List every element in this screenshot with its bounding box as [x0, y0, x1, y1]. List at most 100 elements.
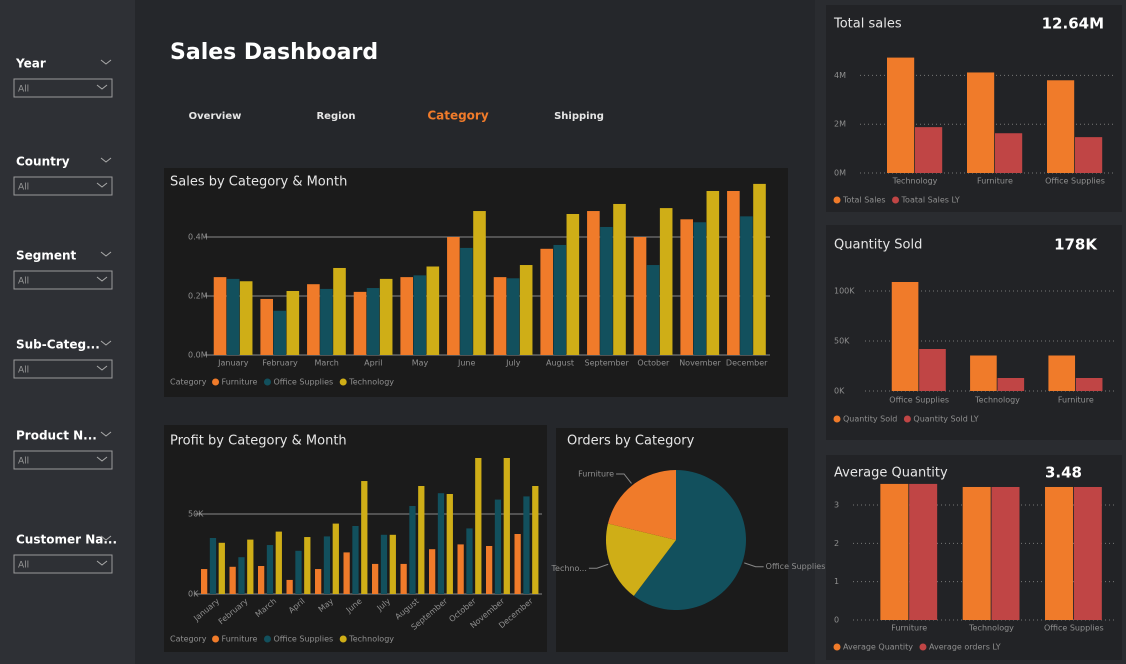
bar [887, 57, 915, 174]
filter-dropdown[interactable] [13, 450, 113, 470]
legend-label: Technology [348, 378, 394, 387]
bar [361, 481, 368, 594]
bar [613, 203, 626, 355]
bar [371, 563, 379, 594]
bar [493, 277, 507, 355]
legend-swatch [892, 196, 900, 204]
bar [1045, 486, 1074, 620]
x-tick-label: July [505, 359, 521, 368]
legend-label: Quantity Sold LY [913, 415, 978, 424]
bar [967, 72, 995, 173]
chevron [100, 340, 112, 346]
bar [273, 310, 287, 355]
filter-dropdown[interactable] [13, 359, 113, 379]
y-tick-label: 0 [834, 616, 839, 625]
x-tick-label: Furniture [977, 177, 1013, 186]
bar [706, 190, 720, 355]
bar [239, 281, 253, 355]
bar [566, 213, 580, 355]
tab[interactable]: Shipping [554, 111, 604, 122]
legend-swatch [339, 378, 347, 386]
tab-active[interactable]: Category [427, 109, 489, 123]
y-tick-label: 2M [834, 120, 846, 129]
chart-title: Profit by Category & Month [170, 434, 347, 449]
bar [997, 378, 1025, 391]
legend-swatch [212, 378, 220, 386]
bar [353, 291, 367, 355]
bar [320, 288, 333, 355]
bar [475, 458, 482, 594]
chart-title: Quantity Sold [834, 238, 922, 253]
chevron [100, 157, 112, 163]
bar [257, 566, 265, 594]
chevron [96, 276, 108, 282]
bar [891, 282, 919, 391]
legend-label: Average orders LY [929, 643, 1001, 652]
bar [409, 506, 416, 594]
bar [213, 277, 227, 355]
filter-dropdown[interactable] [13, 270, 113, 290]
legend-label: Technology [348, 635, 394, 644]
pie-label: Techno... [551, 564, 587, 573]
y-tick-label: 2 [834, 539, 839, 548]
chart-title: Sales by Category & Month [170, 175, 347, 190]
legend-label: Furniture [222, 635, 258, 644]
bar [428, 549, 436, 594]
bar [1075, 137, 1103, 173]
bar [266, 545, 274, 594]
legend-swatch [919, 643, 927, 651]
x-tick-label: December [726, 359, 768, 368]
legend-label: Office Supplies [273, 635, 333, 644]
bar [247, 539, 254, 594]
chevron [96, 560, 108, 566]
tab[interactable]: Overview [189, 111, 242, 122]
legend-swatch [212, 635, 220, 643]
legend-swatch [339, 635, 347, 643]
filter-value: All [18, 85, 29, 95]
bar [503, 458, 510, 594]
filter-dropdown[interactable] [13, 554, 113, 574]
x-tick-label: January [217, 359, 249, 368]
y-tick-label: 0K [834, 387, 845, 396]
bar [473, 211, 486, 355]
bar [323, 536, 331, 594]
legend-label: Total Sales [842, 196, 886, 205]
bar [1073, 486, 1102, 620]
filter-value: All [18, 183, 29, 193]
bar [286, 579, 293, 594]
bar [275, 531, 282, 594]
bar [880, 483, 909, 620]
x-tick-label: Office Supplies [1045, 177, 1105, 186]
x-tick-label: Office Supplies [1044, 624, 1104, 633]
bar [919, 349, 946, 391]
x-tick-label: Technology [974, 396, 1020, 405]
legend-swatch [833, 196, 841, 204]
bar [727, 190, 740, 355]
bar [991, 486, 1020, 620]
bar [400, 277, 413, 355]
legend-label: Quantity Sold [843, 415, 897, 424]
y-tick-label: 3 [834, 501, 839, 510]
tab[interactable]: Region [316, 111, 355, 122]
bar [540, 248, 553, 355]
bar [457, 544, 464, 594]
bar [295, 550, 302, 594]
filter-label: Segment [16, 249, 77, 263]
bar [962, 486, 991, 620]
bar [1047, 80, 1075, 173]
x-tick-label: August [546, 359, 574, 368]
bar [1075, 378, 1103, 391]
bar [523, 496, 530, 594]
chevron [96, 182, 108, 188]
chevron [100, 535, 112, 541]
filter-dropdown[interactable] [13, 176, 113, 196]
bar [389, 534, 396, 594]
leader-line [588, 563, 609, 569]
bar [238, 557, 245, 594]
pie-slice [633, 470, 746, 611]
filter-dropdown[interactable] [13, 78, 113, 98]
bar [304, 537, 311, 594]
bar [519, 265, 533, 355]
x-tick-label: April [364, 359, 382, 368]
x-tick-label: Office Supplies [889, 396, 949, 405]
